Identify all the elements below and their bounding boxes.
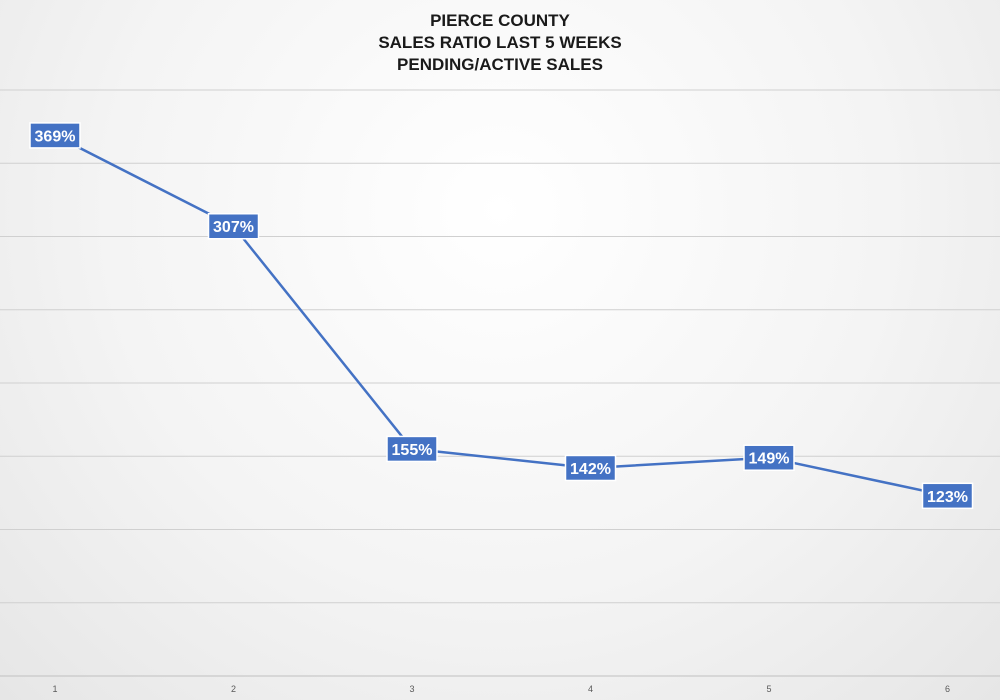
data-label: 142%	[570, 461, 611, 478]
chart-title-line-2: SALES RATIO LAST 5 WEEKS	[378, 33, 622, 52]
data-label: 369%	[35, 128, 76, 145]
x-tick-label: 4	[588, 684, 593, 694]
chart-title: PIERCE COUNTY SALES RATIO LAST 5 WEEKS P…	[0, 10, 1000, 76]
x-tick-label: 3	[409, 684, 414, 694]
x-tick-label: 1	[52, 684, 57, 694]
chart-title-line-1: PIERCE COUNTY	[430, 11, 570, 30]
data-label-box	[29, 122, 81, 149]
chart-title-line-3: PENDING/ACTIVE SALES	[397, 55, 603, 74]
data-label: 155%	[392, 442, 433, 459]
data-label-box	[207, 212, 260, 240]
x-tick-label: 2	[231, 684, 236, 694]
data-label-box	[386, 435, 438, 463]
x-tick-label: 5	[766, 684, 771, 694]
data-label-box	[921, 482, 974, 510]
data-label: 123%	[927, 489, 968, 506]
series-line	[54, 134, 948, 498]
data-label-box	[564, 454, 617, 482]
x-tick-label: 6	[945, 684, 950, 694]
data-label: 149%	[749, 451, 790, 468]
data-label-box	[743, 444, 795, 471]
data-label: 307%	[213, 219, 254, 236]
